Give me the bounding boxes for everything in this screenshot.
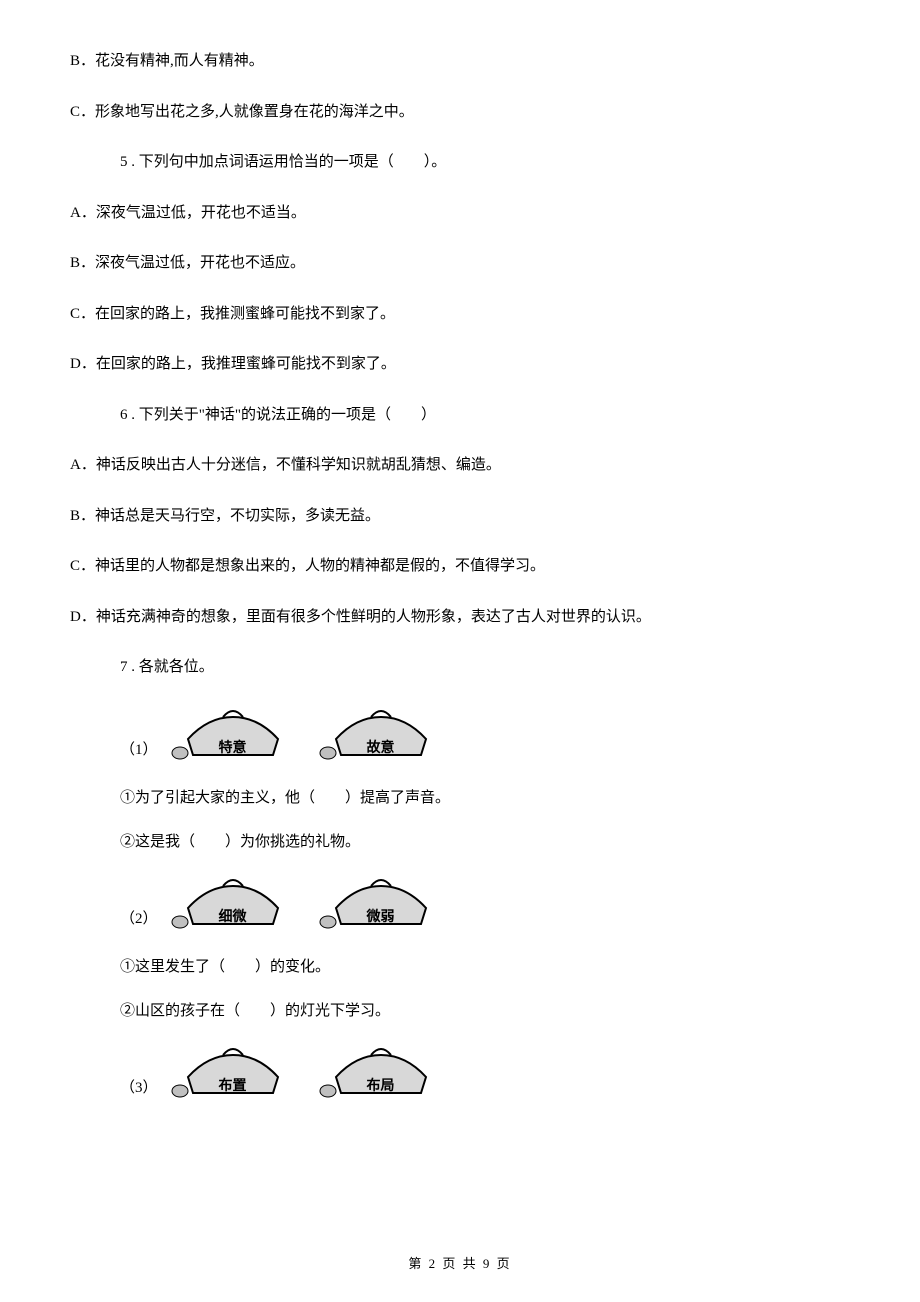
q6-option-c: C．神话里的人物都是想象出来的，人物的精神都是假的，不值得学习。 bbox=[70, 555, 850, 578]
hat-icon: 微弱 bbox=[316, 876, 446, 932]
word-label: 故意 bbox=[367, 737, 395, 757]
option-c: C．形象地写出花之多,人就像置身在花的海洋之中。 bbox=[70, 101, 850, 124]
q5-option-d: D．在回家的路上，我推理蜜蜂可能找不到家了。 bbox=[70, 353, 850, 376]
question-5: 5 . 下列句中加点词语运用恰当的一项是（ ）。 bbox=[70, 151, 850, 174]
pair-2-row: （2） 细微 微弱 bbox=[70, 876, 850, 932]
hat-icon: 布局 bbox=[316, 1045, 446, 1101]
q5-option-b: B．深夜气温过低，开花也不适应。 bbox=[70, 252, 850, 275]
hat-icon: 特意 bbox=[168, 707, 298, 763]
q7-2-sentence-2: ②山区的孩子在（ ）的灯光下学习。 bbox=[70, 1000, 850, 1023]
hat-icon: 故意 bbox=[316, 707, 446, 763]
word-label: 细微 bbox=[219, 906, 247, 926]
hat-icon: 细微 bbox=[168, 876, 298, 932]
question-6: 6 . 下列关于"神话"的说法正确的一项是（ ） bbox=[70, 404, 850, 427]
q5-option-a: A．深夜气温过低，开花也不适当。 bbox=[70, 202, 850, 225]
page-footer: 第 2 页 共 9 页 bbox=[0, 1253, 920, 1272]
question-7: 7 . 各就各位。 bbox=[70, 656, 850, 679]
q5-option-c: C．在回家的路上，我推测蜜蜂可能找不到家了。 bbox=[70, 303, 850, 326]
q6-option-d: D．神话充满神奇的想象，里面有很多个性鲜明的人物形象，表达了古人对世界的认识。 bbox=[70, 606, 850, 629]
q6-option-a: A．神话反映出古人十分迷信，不懂科学知识就胡乱猜想、编造。 bbox=[70, 454, 850, 477]
q6-option-b: B．神话总是天马行空，不切实际，多读无益。 bbox=[70, 505, 850, 528]
option-b: B．花没有精神,而人有精神。 bbox=[70, 50, 850, 73]
pair-1-num: （1） bbox=[120, 738, 158, 763]
word-label: 特意 bbox=[219, 737, 247, 757]
pair-3-row: （3） 布置 布局 bbox=[70, 1045, 850, 1101]
word-label: 微弱 bbox=[367, 906, 395, 926]
hat-icon: 布置 bbox=[168, 1045, 298, 1101]
pair-1-row: （1） 特意 故意 bbox=[70, 707, 850, 763]
pair-3-num: （3） bbox=[120, 1076, 158, 1101]
word-label: 布置 bbox=[219, 1075, 247, 1095]
q7-2-sentence-1: ①这里发生了（ ）的变化。 bbox=[70, 956, 850, 979]
q7-1-sentence-2: ②这是我（ ）为你挑选的礼物。 bbox=[70, 831, 850, 854]
pair-2-num: （2） bbox=[120, 907, 158, 932]
q7-1-sentence-1: ①为了引起大家的主义，他（ ）提高了声音。 bbox=[70, 787, 850, 810]
word-label: 布局 bbox=[367, 1075, 395, 1095]
